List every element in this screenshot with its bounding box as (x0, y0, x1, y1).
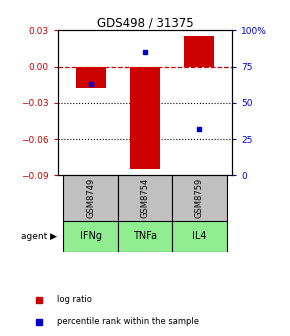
Text: IL4: IL4 (192, 232, 206, 242)
Bar (118, 175, 172, 221)
Text: percentile rank within the sample: percentile rank within the sample (57, 317, 200, 326)
Bar (64, 221, 118, 252)
Text: GSM8754: GSM8754 (140, 178, 150, 218)
Bar (76, 67, 106, 88)
Text: TNFa: TNFa (133, 232, 157, 242)
Text: IFNg: IFNg (80, 232, 101, 242)
Bar (184, 36, 214, 67)
Text: GSM8749: GSM8749 (86, 178, 95, 218)
Text: agent ▶: agent ▶ (21, 232, 57, 241)
Text: GSM8759: GSM8759 (195, 178, 204, 218)
Text: log ratio: log ratio (57, 295, 92, 304)
Bar (130, 67, 160, 169)
Bar (64, 175, 118, 221)
Bar (118, 221, 172, 252)
Bar (172, 175, 226, 221)
Title: GDS498 / 31375: GDS498 / 31375 (97, 16, 193, 29)
Bar (172, 221, 226, 252)
